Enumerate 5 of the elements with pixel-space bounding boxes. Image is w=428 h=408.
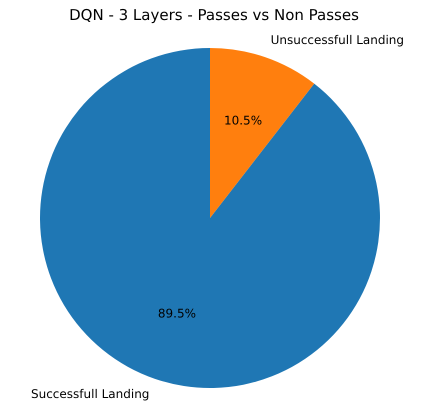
slice-label: Unsuccessfull Landing (270, 33, 404, 48)
data-label: 89.5% (158, 306, 196, 321)
chart-title: DQN - 3 Layers - Passes vs Non Passes (68, 6, 360, 24)
data-label: 10.5% (224, 114, 262, 128)
slice-label: Successfull Landing (30, 387, 150, 402)
